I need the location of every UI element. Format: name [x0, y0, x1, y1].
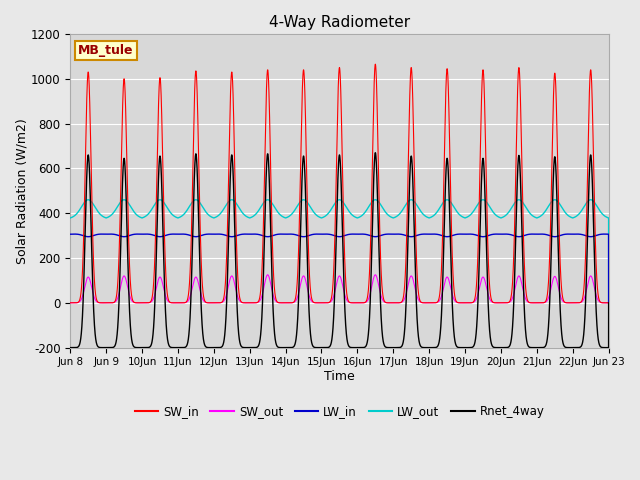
Y-axis label: Solar Radiation (W/m2): Solar Radiation (W/m2) [15, 118, 28, 264]
Legend: SW_in, SW_out, LW_in, LW_out, Rnet_4way: SW_in, SW_out, LW_in, LW_out, Rnet_4way [130, 401, 549, 423]
Text: MB_tule: MB_tule [78, 44, 134, 57]
Title: 4-Way Radiometer: 4-Way Radiometer [269, 15, 410, 30]
X-axis label: Time: Time [324, 370, 355, 383]
